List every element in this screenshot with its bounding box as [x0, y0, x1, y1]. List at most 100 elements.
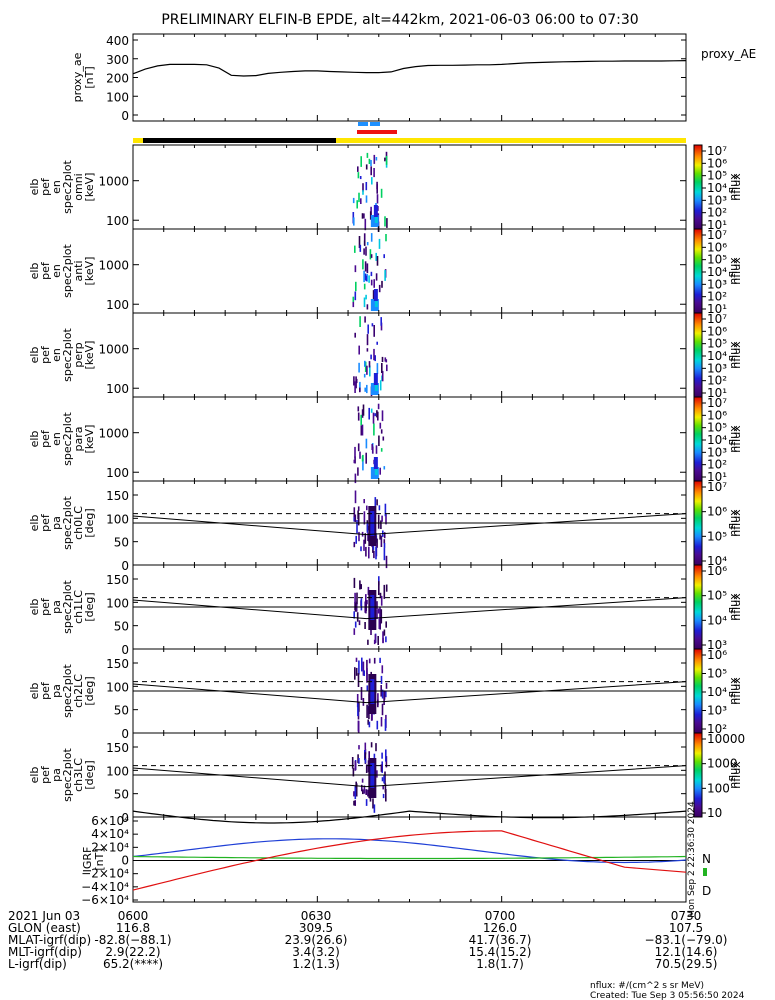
igrf-ylabel-1: [nT]	[93, 848, 106, 870]
igrf-ytick-label-3: 0	[121, 854, 129, 868]
perp-mark	[376, 341, 378, 345]
omni-mark	[384, 216, 386, 227]
anti-mark	[363, 270, 365, 283]
anti-cb-label-4: 10³	[707, 277, 727, 291]
ch2LC-ytick-label-2: 100	[106, 680, 129, 694]
para-mark	[378, 435, 380, 446]
footer-col-0600: 0600 116.8 -82.8(−88.1) 2.9(22.2) 65.2(*…	[94, 909, 171, 971]
spectrogram-panels: 1001000elbpefenspec2plotomni[keV]10⁷10⁶1…	[28, 144, 745, 825]
para-cb-label-3: 10⁴	[707, 433, 727, 447]
ch0LC-mark	[355, 535, 357, 544]
footer-col-0630: 0630 309.5 23.9(26.6) 3.4(3.2) 1.2(1.3)	[285, 909, 348, 971]
ch1LC-mark	[356, 592, 358, 605]
ch2LC-mark	[361, 657, 363, 672]
ch0LC-mark	[358, 531, 360, 542]
ch1LC-ylabel-3: spec2plot	[61, 580, 74, 634]
ch2LC-mark	[357, 720, 360, 732]
ch3LC-mark	[384, 771, 386, 785]
ch1LC-mark	[378, 581, 380, 595]
anti-mark	[364, 261, 367, 272]
para-mark	[381, 410, 384, 422]
omni-mark	[359, 176, 362, 180]
ch2LC-mark	[360, 687, 363, 701]
igrf-ytick-label-5: −4×10⁴	[81, 880, 129, 894]
ch0LC-cb-label-1: 10⁶	[707, 505, 727, 519]
para-mark	[354, 473, 357, 484]
ch3LC-mark	[385, 789, 387, 802]
ch1LC-mark	[356, 612, 359, 622]
ch0LC-mark	[376, 538, 378, 548]
ch1LC-mark	[379, 592, 382, 599]
ch2LC-cb-label-3: 10³	[707, 704, 727, 718]
ch3LC-mark	[357, 754, 359, 764]
igrf-legend-d: D	[702, 884, 711, 898]
perp-ylabel-2: en	[50, 348, 63, 362]
ch1LC-mark	[365, 600, 367, 611]
footer-glon-label: GLON (east)	[8, 921, 81, 935]
ch0LC-ytick-label-1: 50	[114, 536, 129, 550]
omni-mark	[365, 182, 368, 191]
ch1LC-mark	[377, 636, 379, 645]
ch1LC-cb-name: nflux	[727, 593, 740, 621]
para-mark	[380, 429, 383, 434]
ch1LC-ylabel-0: elb	[28, 599, 41, 616]
omni-ylabel-2: en	[50, 180, 63, 194]
ch3LC-losscone-line	[132, 765, 687, 788]
ch0LC-mark	[385, 513, 387, 525]
ch1LC-mark	[385, 621, 387, 628]
omni-colorbar	[693, 144, 703, 230]
ch0LC-mark	[357, 506, 360, 511]
ch3LC-mark	[354, 800, 356, 806]
anti-ylabel-0: elb	[28, 263, 41, 280]
anti-cb-name: nflux	[727, 257, 740, 285]
perp-mark	[380, 322, 383, 331]
perp-mark	[368, 361, 371, 368]
para-mark	[361, 409, 364, 418]
anti-mark	[365, 246, 367, 256]
ch3LC-mark	[381, 777, 384, 782]
ch3LC-mark	[364, 758, 367, 764]
ch2LC-mark	[367, 719, 369, 725]
para-ylabel-5: [keV]	[83, 425, 96, 454]
ch1LC-ytick-label-0: 0	[121, 643, 129, 657]
perp-mark	[366, 348, 369, 352]
anti-mark	[366, 274, 368, 282]
footer-col-0700: 0700 126.0 41.7(36.7) 15.4(15.2) 1.8(1.7…	[469, 909, 532, 971]
ch2LC-mark	[362, 661, 365, 676]
anti-cb-label-2: 10⁵	[707, 253, 727, 267]
ch0LC-ytick-label-3: 150	[106, 489, 129, 503]
omni-mark	[356, 200, 358, 209]
perp-mark	[363, 373, 366, 378]
omni-mark	[373, 168, 375, 178]
anti-mark	[370, 254, 373, 258]
omni-mark	[376, 194, 379, 204]
anti-mark	[375, 273, 378, 281]
anti-mark	[354, 291, 357, 301]
ch0LC-mark	[365, 546, 367, 557]
ch0LC-ylabel-3: spec2plot	[61, 496, 74, 550]
perp-mark	[369, 365, 371, 377]
para-mark	[361, 424, 364, 436]
ch2LC-mark	[377, 699, 379, 708]
ch3LC-mark	[365, 789, 367, 795]
perp-mark	[366, 365, 368, 375]
anti-ylabel-3: spec2plot	[61, 244, 74, 298]
ch0LC-mark	[380, 520, 382, 529]
omni-ytick-label-0: 100	[106, 214, 129, 228]
ae-ytick-label-2: 200	[106, 72, 129, 86]
ch0LC-ytick-label-0: 0	[121, 559, 129, 573]
ch3LC-colorbar	[693, 732, 703, 818]
igrf-d-line	[132, 830, 687, 891]
ch3LC-mark	[355, 783, 358, 797]
ch0LC-cb-label-0: 10⁷	[707, 480, 727, 494]
para-mark	[375, 445, 378, 454]
igrf-ylabel-0: IGRF	[81, 847, 94, 873]
ae-legend: proxy_AE	[701, 47, 756, 61]
para-mark	[368, 407, 370, 420]
omni-mark	[375, 157, 378, 161]
anti-mark	[384, 270, 386, 281]
perp-cb-name: nflux	[727, 341, 740, 369]
para-cb-name: nflux	[727, 425, 740, 453]
